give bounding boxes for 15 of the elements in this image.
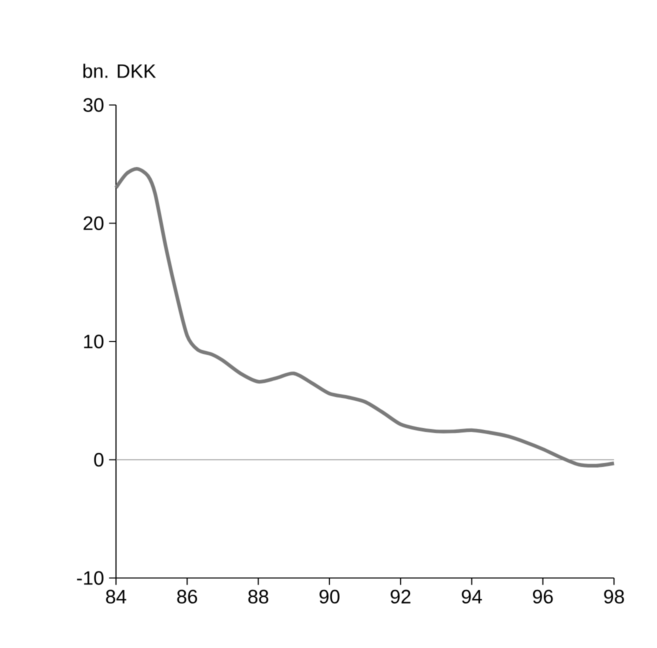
y-tick-label: -10 [77,571,104,585]
x-tick-label: 94 [462,590,482,604]
y-tick-label: 10 [84,334,104,348]
x-tick-label: 92 [390,590,410,604]
line-series [114,167,616,468]
x-tick-label: 86 [177,590,198,604]
x-tick-label: 90 [320,590,340,604]
x-tick-label: 84 [106,590,126,604]
y-axis-title: bn. DKK [83,64,156,78]
y-tick-label: 0 [94,452,104,467]
y-tick-label: 20 [84,216,104,230]
y-tick-label: 30 [83,98,104,112]
x-tick-label: 96 [533,590,553,604]
x-tick-label: 88 [248,590,268,604]
x-tick-label: 98 [604,590,624,604]
